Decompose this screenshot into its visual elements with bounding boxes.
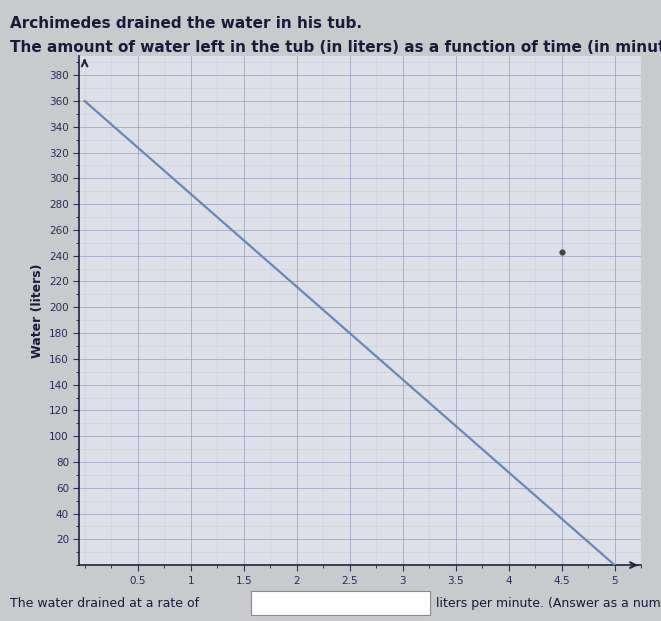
- X-axis label: Time (minutes): Time (minutes): [307, 591, 414, 604]
- Point: [557, 247, 567, 257]
- Y-axis label: Water (liters): Water (liters): [30, 263, 44, 358]
- Text: Archimedes drained the water in his tub.: Archimedes drained the water in his tub.: [10, 16, 362, 30]
- Text: The amount of water left in the tub (in liters) as a function of time (in minute: The amount of water left in the tub (in …: [10, 40, 661, 55]
- Text: The water drained at a rate of: The water drained at a rate of: [10, 597, 199, 610]
- Text: liters per minute. (Answer as a number): liters per minute. (Answer as a number): [436, 597, 661, 610]
